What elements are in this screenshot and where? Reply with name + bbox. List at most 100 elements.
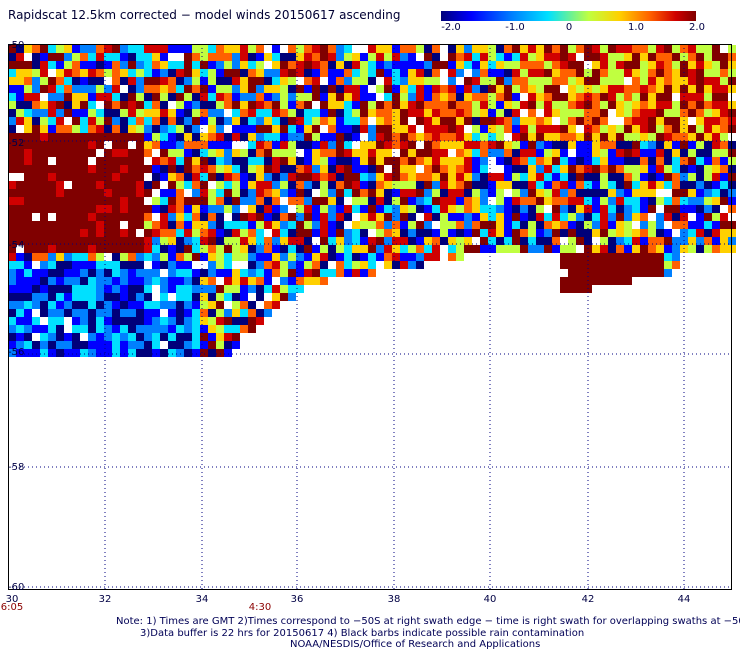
swath-cell — [184, 253, 192, 261]
swath-cell — [624, 53, 632, 61]
swath-cell — [488, 149, 496, 157]
swath-cell — [712, 229, 720, 237]
swath-cell — [48, 293, 56, 301]
swath-cell — [632, 149, 640, 157]
swath-cell — [328, 189, 336, 197]
swath-cell — [488, 221, 496, 229]
swath-cell — [144, 221, 152, 229]
swath-cell — [640, 269, 648, 277]
swath-cell — [80, 181, 88, 189]
swath-cell — [400, 133, 408, 141]
swath-cell — [536, 213, 544, 221]
swath-cell — [472, 69, 480, 77]
swath-cell — [672, 141, 680, 149]
swath-cell — [696, 77, 704, 85]
swath-cell — [8, 125, 16, 133]
swath-cell — [224, 349, 232, 357]
swath-cell — [616, 85, 624, 93]
swath-cell — [424, 173, 432, 181]
swath-cell — [280, 173, 288, 181]
gridlines — [8, 44, 732, 590]
swath-cell — [200, 69, 208, 77]
swath-cell — [304, 125, 312, 133]
swath-cell — [600, 205, 608, 213]
swath-cell — [280, 157, 288, 165]
swath-cell — [176, 189, 184, 197]
swath-cell — [136, 133, 144, 141]
swath-cell — [248, 317, 256, 325]
swath-cell — [216, 93, 224, 101]
swath-cell — [536, 45, 544, 53]
swath-cell — [544, 157, 552, 165]
swath-cell — [400, 149, 408, 157]
swath-cell — [248, 277, 256, 285]
swath-cell — [472, 165, 480, 173]
swath-cell — [360, 69, 368, 77]
swath-cell — [560, 61, 568, 69]
swath-cell — [576, 133, 584, 141]
swath-cell — [136, 173, 144, 181]
swath-cell — [120, 349, 128, 357]
swath-cell — [8, 309, 16, 317]
swath-cell — [472, 229, 480, 237]
swath-cell — [560, 45, 568, 53]
swath-cell — [160, 349, 168, 357]
swath-cell — [296, 285, 304, 293]
swath-cell — [200, 333, 208, 341]
swath-cell — [512, 93, 520, 101]
swath-cell — [168, 317, 176, 325]
swath-cell — [280, 69, 288, 77]
lat-label: -54 — [8, 240, 25, 251]
swath-cell — [240, 309, 248, 317]
swath-cell — [592, 45, 600, 53]
swath-cell — [600, 45, 608, 53]
swath-cell — [472, 157, 480, 165]
swath-cell — [200, 109, 208, 117]
swath-cell — [568, 141, 576, 149]
swath-cell — [152, 109, 160, 117]
swath-cell — [672, 125, 680, 133]
swath-cell — [352, 53, 360, 61]
swath-cell — [272, 165, 280, 173]
swath-cell — [688, 205, 696, 213]
swath-cell — [120, 53, 128, 61]
swath-cell — [240, 197, 248, 205]
swath-cell — [96, 53, 104, 61]
swath-cell — [576, 149, 584, 157]
swath-cell — [696, 53, 704, 61]
swath-cell — [520, 85, 528, 93]
swath-cell — [256, 165, 264, 173]
swath-cell — [640, 221, 648, 229]
swath-cell — [64, 85, 72, 93]
swath-cell — [192, 229, 200, 237]
swath-cell — [696, 157, 704, 165]
swath-cell — [96, 125, 104, 133]
swath-cell — [704, 133, 712, 141]
swath-cell — [624, 165, 632, 173]
swath-cell — [272, 293, 280, 301]
swath-cell — [672, 221, 680, 229]
swath-cell — [552, 53, 560, 61]
swath-cell — [168, 109, 176, 117]
swath-cell — [176, 197, 184, 205]
swath-cell — [208, 133, 216, 141]
swath-cell — [488, 101, 496, 109]
swath-cell — [32, 117, 40, 125]
swath-cell — [72, 53, 80, 61]
swath-cell — [360, 85, 368, 93]
note-line: NOAA/NESDIS/Office of Research and Appli… — [290, 639, 541, 650]
swath-cell — [32, 293, 40, 301]
swath-cell — [176, 117, 184, 125]
swath-cell — [432, 117, 440, 125]
swath-cell — [552, 109, 560, 117]
swath-cell — [136, 125, 144, 133]
swath-cell — [344, 125, 352, 133]
swath-cell — [440, 229, 448, 237]
swath-cell — [536, 77, 544, 85]
swath-cell — [152, 349, 160, 357]
swath-cell — [488, 141, 496, 149]
swath-cell — [632, 93, 640, 101]
swath-cell — [160, 245, 168, 253]
swath-cell — [88, 141, 96, 149]
swath-cell — [248, 141, 256, 149]
